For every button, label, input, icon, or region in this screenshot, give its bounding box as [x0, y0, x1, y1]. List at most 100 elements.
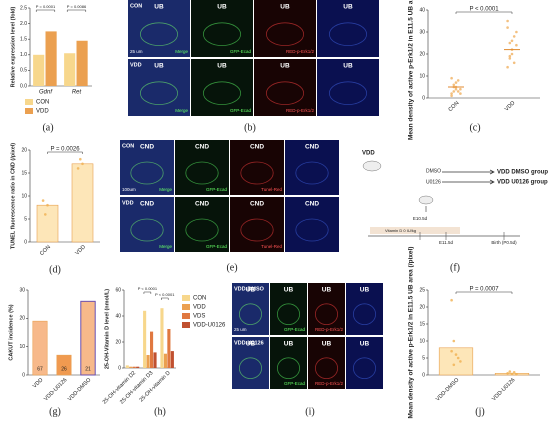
data-point — [515, 373, 518, 376]
y-axis-label: CAKUT incidence (%) — [8, 304, 14, 360]
data-point — [459, 87, 462, 91]
x-tick-label: Ret — [72, 90, 82, 96]
y-tick-label: 1.0 — [20, 52, 27, 58]
bar — [150, 331, 154, 368]
tile-label: UB — [284, 341, 294, 348]
group-label: VDD U0126 group — [497, 180, 548, 186]
channel-label: GFP-Ecad — [230, 108, 252, 113]
tissue-outline — [238, 357, 262, 380]
data-point — [450, 92, 453, 95]
annotation: P < 0.0001 — [138, 286, 158, 291]
tile-label: CND — [250, 144, 264, 151]
channel-label: GFP-Ecad — [206, 244, 228, 249]
channel-label: Merge — [159, 187, 172, 192]
data-point — [510, 52, 514, 56]
data-point — [506, 19, 509, 23]
y-tick-label: 20 — [419, 51, 425, 57]
data-point — [44, 213, 47, 216]
data-point — [450, 76, 453, 80]
y-tick-label: 40 — [115, 313, 121, 319]
data-point — [512, 35, 516, 38]
y-axis-label: Mean density of active p-Erk1/2 in E11.5… — [408, 0, 415, 140]
data-point — [512, 61, 516, 65]
y-tick-label: 10 — [21, 193, 27, 199]
micrograph — [285, 197, 339, 252]
annotation: P = 0.0026 — [50, 147, 80, 153]
significance-bracket — [161, 297, 169, 300]
data-point — [459, 360, 462, 363]
label: U0126 — [426, 179, 441, 185]
channel-label: RED-p-Erk1/2 — [286, 49, 315, 54]
y-tick-label: 20 — [19, 316, 25, 322]
legend-swatch — [182, 304, 190, 310]
micrograph — [128, 0, 190, 57]
bar — [64, 53, 76, 86]
y-axis-label: 25-OH-Vitamin D level (nmol/L) — [104, 289, 110, 369]
tissue-outline — [139, 22, 178, 47]
tissue-outline — [276, 303, 300, 326]
micrograph — [317, 0, 379, 57]
bar — [56, 354, 72, 376]
bar — [76, 40, 88, 86]
y-tick-label: 0 — [422, 95, 425, 101]
y-tick-label: 1.5 — [20, 37, 27, 43]
data-point — [506, 372, 509, 375]
y-tick-label: 0 — [118, 365, 121, 371]
data-point — [454, 353, 458, 356]
data-point — [506, 26, 509, 29]
legend-label: VDD — [36, 109, 49, 115]
bar — [163, 353, 167, 368]
y-tick-label: 10 — [419, 73, 425, 79]
significance-bracket — [66, 9, 87, 12]
channel-label: GFP-Ecad — [284, 327, 306, 332]
tissue-outline — [240, 218, 274, 242]
data-point — [79, 157, 82, 161]
data-point — [515, 43, 518, 47]
panel-letter: (e) — [226, 262, 237, 273]
data-point — [515, 30, 518, 34]
bar — [45, 31, 57, 86]
tile-label: UB — [154, 63, 164, 70]
data-point — [81, 162, 84, 166]
channel-label: RED-p-Erk1/2 — [315, 327, 344, 332]
legend-swatch — [25, 99, 33, 105]
tile-label: UB — [343, 63, 353, 70]
label: VDD — [362, 151, 375, 157]
data-point — [512, 370, 516, 374]
annotation: P = 0.0001 — [36, 4, 56, 9]
tissue-outline — [314, 357, 338, 380]
data-point — [456, 356, 460, 360]
x-tick-label: CON — [39, 244, 52, 257]
micrograph — [175, 140, 229, 195]
tile-label: UB — [246, 287, 256, 294]
x-tick-label: Gdnf — [39, 90, 53, 96]
legend-label: VDD — [193, 305, 206, 311]
micrograph — [120, 140, 174, 195]
panel-letter: (g) — [49, 406, 61, 417]
micrograph — [317, 59, 379, 116]
data-point — [454, 87, 458, 91]
tissue-outline — [328, 81, 367, 105]
channel-label: Merge — [159, 244, 172, 249]
panel-letter: (a) — [42, 122, 53, 133]
panel-letter: (b) — [244, 122, 256, 133]
micrograph — [230, 140, 284, 195]
y-tick-label: 25 — [419, 287, 425, 293]
annotation: P = 0.0086 — [67, 4, 87, 9]
bar — [160, 308, 164, 368]
y-tick-label: 0.0 — [20, 83, 27, 89]
y-tick-label: 20 — [21, 147, 27, 153]
bar — [36, 204, 59, 243]
micrograph — [308, 337, 345, 389]
data-point — [508, 41, 512, 45]
x-tick-label: VDD-DMSO — [435, 377, 461, 403]
x-tick-label: CON — [448, 100, 461, 113]
y-tick-label: 0.5 — [20, 68, 27, 74]
scale-label: 25 um — [130, 49, 143, 54]
x-tick-label: VDD-U0126 — [43, 377, 68, 402]
time-label: E10.5d — [413, 216, 428, 221]
bar — [132, 366, 136, 368]
tile-label: UB — [280, 63, 290, 70]
y-tick-label: 15 — [21, 170, 27, 176]
data-point — [510, 39, 514, 43]
